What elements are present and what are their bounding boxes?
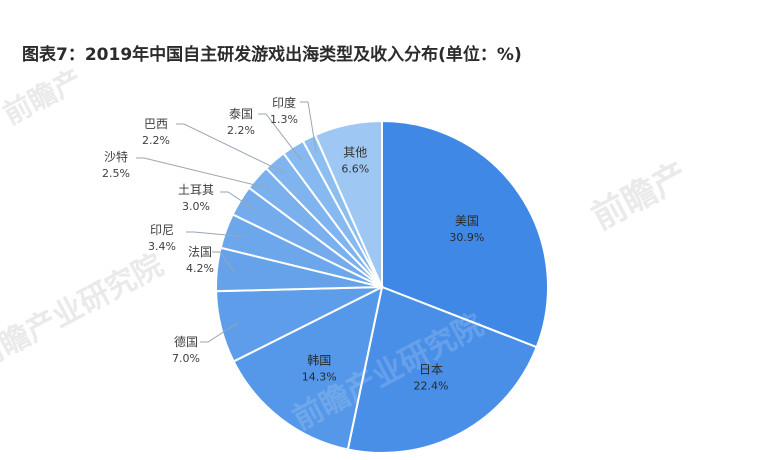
slice-value-8: 2.2% — [142, 134, 170, 147]
watermark-text: 前瞻产业研究院 — [0, 248, 169, 377]
watermark-text: 前瞻产 — [585, 155, 694, 238]
slice-label-3: 德国 — [174, 334, 198, 349]
leader-line-7 — [136, 157, 270, 190]
leader-line-6 — [220, 191, 255, 210]
slice-value-5: 3.4% — [148, 240, 176, 253]
slice-value-11: 6.6% — [341, 162, 369, 175]
pie-slice-11 — [313, 119, 383, 288]
slice-value-7: 2.5% — [102, 167, 130, 180]
slice-label-4: 法国 — [188, 245, 212, 259]
pie-slice-1 — [346, 285, 539, 454]
slice-label-8: 巴西 — [144, 117, 168, 131]
slice-value-4: 4.2% — [186, 262, 214, 275]
pie-slice-0 — [381, 119, 549, 349]
slice-value-1: 22.4% — [414, 380, 449, 393]
leader-line-10 — [300, 101, 317, 153]
slice-value-3: 7.0% — [172, 352, 200, 365]
slice-value-2: 14.3% — [302, 371, 337, 384]
slice-label-2: 韩国 — [307, 353, 331, 368]
leader-line-9 — [258, 113, 303, 162]
slice-label-11: 其他 — [343, 145, 367, 159]
slice-label-5: 印尼 — [150, 223, 174, 237]
slice-value-0: 30.9% — [449, 231, 484, 244]
leader-line-8 — [176, 123, 286, 174]
slice-label-7: 沙特 — [104, 149, 128, 164]
slice-value-10: 1.3% — [270, 113, 298, 126]
slice-label-9: 泰国 — [229, 107, 253, 121]
slice-label-6: 土耳其 — [178, 183, 214, 197]
slice-value-6: 3.0% — [182, 200, 210, 213]
leader-line-5 — [186, 231, 242, 237]
chart-title: 图表7：2019年中国自主研发游戏出海类型及收入分布(单位：%) — [22, 45, 522, 65]
pie-slice-2 — [232, 285, 384, 451]
slice-label-1: 日本 — [419, 363, 443, 377]
leader-line-3 — [200, 322, 238, 343]
watermark-text: 前瞻产 — [0, 63, 87, 132]
leader-line-4 — [212, 251, 234, 272]
slice-value-9: 2.2% — [227, 124, 255, 137]
slice-label-10: 印度 — [272, 95, 296, 110]
slice-label-0: 美国 — [455, 214, 479, 228]
